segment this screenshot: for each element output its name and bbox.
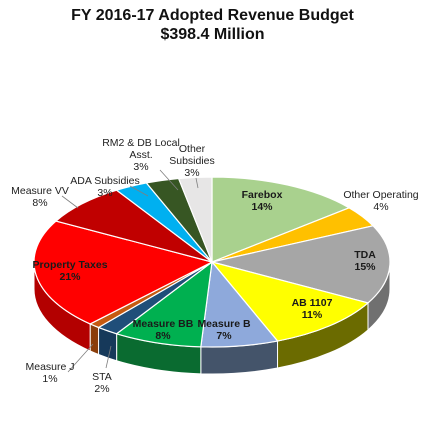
label-percent-measure-j: 1% xyxy=(42,373,57,385)
label-name-other-subsidies: Subsidies xyxy=(169,155,215,167)
label-other-operating: Other Operating 4% xyxy=(343,189,418,213)
label-sta: STA 2% xyxy=(92,371,112,395)
label-name-measure-j: Measure J xyxy=(25,361,74,373)
label-name-ab-1107: AB 1107 xyxy=(292,297,333,309)
label-name-tda: TDA xyxy=(354,249,376,261)
leader-line-ada-subsidies xyxy=(129,185,149,197)
chart-title: FY 2016-17 Adopted Revenue Budget xyxy=(71,7,354,24)
leader-line-measure-j xyxy=(67,343,94,373)
label-name-ada-subsidies: ADA Subsidies xyxy=(70,175,139,187)
leader-line-measure-vv xyxy=(61,195,79,209)
label-measure-bb: Measure BB 8% xyxy=(133,318,194,342)
label-farebox: Farebox 14% xyxy=(242,189,283,213)
slice-ab-1107 xyxy=(210,260,370,342)
label-name-farebox: Farebox xyxy=(242,189,283,201)
chart-subtitle: $398.4 Million xyxy=(160,26,265,43)
label-percent-farebox: 14% xyxy=(251,201,273,213)
label-percent-tda: 15% xyxy=(354,261,376,273)
label-percent-sta: 2% xyxy=(94,383,109,395)
label-name-other-operating: Other Operating xyxy=(343,189,418,201)
label-percent-measure-bb: 8% xyxy=(155,330,171,342)
label-name-sta: STA xyxy=(92,371,112,383)
label-percent-other-operating: 4% xyxy=(373,201,388,213)
slice-measure-bb xyxy=(115,260,213,348)
label-name-measure-vv: Measure VV xyxy=(11,185,69,197)
label-name-rm2-and-db-local-asst: Asst. xyxy=(129,149,152,161)
label-percent-measure-vv: 8% xyxy=(32,197,47,209)
label-percent-other-subsidies: 3% xyxy=(184,167,199,179)
slice-farebox xyxy=(211,176,351,263)
label-measure-b: Measure B 7% xyxy=(197,318,251,342)
slice-property-taxes xyxy=(33,220,214,325)
pie-slices xyxy=(33,176,391,348)
label-measure-vv: Measure VV 8% xyxy=(11,185,69,209)
label-other-subsidies: Other Subsidies 3% xyxy=(169,143,215,179)
label-percent-ab-1107: 11% xyxy=(302,309,323,321)
slice-other-subsidies xyxy=(177,176,213,263)
label-measure-j: Measure J 1% xyxy=(25,361,74,385)
leader-line-rm2-and-db-local-asst xyxy=(159,169,179,191)
label-property-taxes: Property Taxes 21% xyxy=(32,259,107,283)
label-name-measure-bb: Measure BB xyxy=(133,318,194,330)
label-ada-subsidies: ADA Subsidies 3% xyxy=(70,175,139,199)
label-ab-1107: AB 1107 11% xyxy=(292,297,333,321)
leader-line-other-subsidies xyxy=(195,177,199,189)
slice-labels: Farebox 14% Other Operating 4% TDA 15% AB 1107… xyxy=(11,137,419,395)
label-percent-property-taxes: 21% xyxy=(59,271,81,283)
label-percent-rm2-and-db-local-asst: 3% xyxy=(133,161,148,173)
label-name-property-taxes: Property Taxes xyxy=(32,259,107,271)
label-name-measure-b: Measure B xyxy=(197,318,251,330)
label-name-other-subsidies: Other xyxy=(179,143,206,155)
label-tda: TDA 15% xyxy=(354,249,376,273)
slice-tda xyxy=(211,225,391,304)
side-measure-j xyxy=(89,323,100,356)
label-name-rm2-and-db-local-asst: RM2 & DB Local xyxy=(102,137,180,149)
leader-line-sta xyxy=(105,345,112,369)
label-rm2-and-db-local-asst: RM2 & DB Local Asst. 3% xyxy=(102,137,180,173)
label-percent-measure-b: 7% xyxy=(216,330,232,342)
slice-measure-vv xyxy=(54,189,213,263)
label-percent-ada-subsidies: 3% xyxy=(97,187,112,199)
